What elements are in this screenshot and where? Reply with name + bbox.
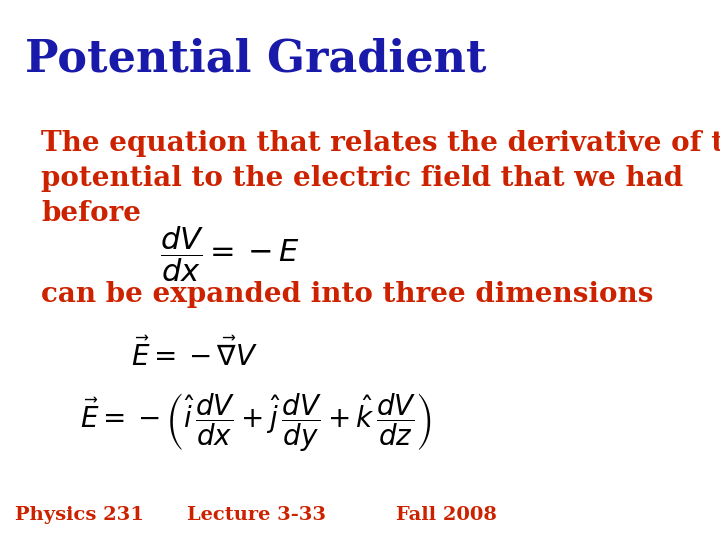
Text: Physics 231: Physics 231 [15,506,145,524]
Text: $\dfrac{dV}{dx} = -E$: $\dfrac{dV}{dx} = -E$ [161,224,300,284]
Text: Fall 2008: Fall 2008 [396,506,497,524]
Text: can be expanded into three dimensions: can be expanded into three dimensions [41,281,653,308]
Text: $\vec{E} = -\left(\hat{i}\,\dfrac{dV}{dx} + \hat{j}\,\dfrac{dV}{dy} + \hat{k}\,\: $\vec{E} = -\left(\hat{i}\,\dfrac{dV}{dx… [81,392,432,454]
Text: Lecture 3-33: Lecture 3-33 [186,506,325,524]
Text: Potential Gradient: Potential Gradient [25,38,487,81]
Text: The equation that relates the derivative of the
potential to the electric field : The equation that relates the derivative… [41,130,720,227]
Text: $\vec{E} = -\vec{\nabla}V$: $\vec{E} = -\vec{\nabla}V$ [131,338,258,372]
